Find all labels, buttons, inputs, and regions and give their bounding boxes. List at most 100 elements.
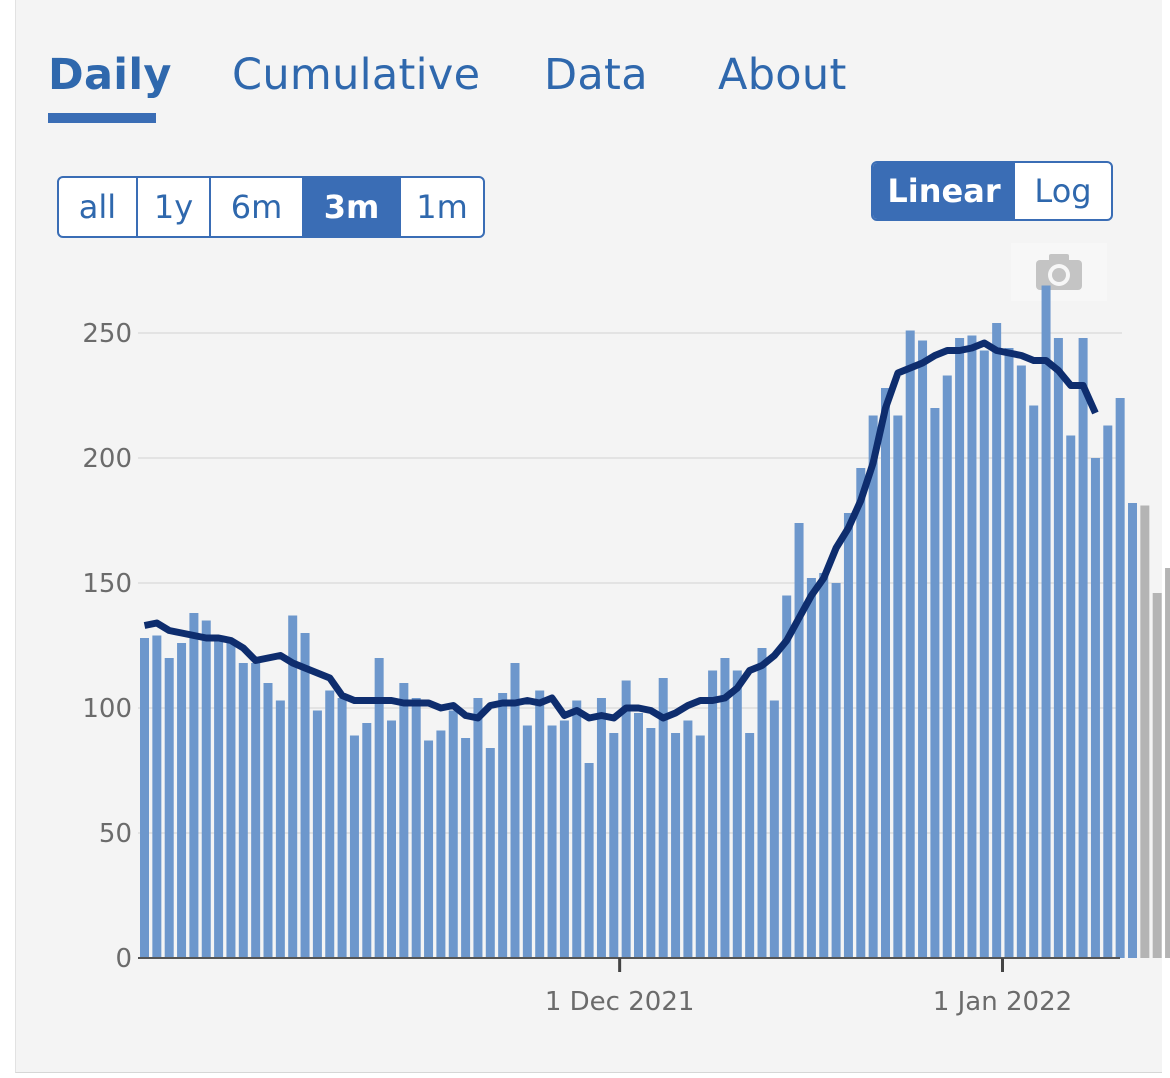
- bar: [955, 338, 965, 958]
- bar: [992, 323, 1002, 958]
- y-tick-label: 150: [82, 569, 132, 599]
- bar: [312, 710, 322, 958]
- bar: [263, 683, 273, 958]
- bar: [1053, 338, 1063, 958]
- bar: [646, 728, 656, 958]
- bar: [708, 670, 718, 958]
- bar: [559, 720, 569, 958]
- bar: [1041, 285, 1051, 958]
- bar: [498, 693, 508, 958]
- bar: [387, 720, 396, 958]
- bar: [806, 578, 816, 958]
- bar: [695, 735, 705, 958]
- bar: [164, 658, 174, 958]
- bar: [448, 710, 458, 958]
- bar: [411, 698, 421, 958]
- bar: [399, 683, 409, 958]
- y-tick-label: 100: [82, 694, 132, 724]
- bar: [535, 690, 545, 958]
- active-tab-indicator: [48, 113, 156, 123]
- range-6m-button[interactable]: 6m: [211, 178, 304, 236]
- tab-daily[interactable]: Daily: [48, 50, 172, 100]
- bar: [918, 340, 928, 958]
- bars: [140, 285, 1170, 958]
- y-tick-label: 200: [82, 444, 132, 474]
- y-tick-label: 50: [99, 819, 132, 849]
- bar: [732, 670, 742, 958]
- bar: [905, 330, 915, 958]
- bar: [1004, 348, 1014, 958]
- range-all-button[interactable]: all: [59, 178, 138, 236]
- bar: [671, 733, 681, 958]
- range-3m-button[interactable]: 3m: [304, 178, 401, 236]
- tab-about[interactable]: About: [718, 50, 847, 100]
- bar: [621, 680, 631, 958]
- bar: [275, 700, 285, 958]
- bar: [251, 663, 261, 958]
- bar: [485, 748, 495, 958]
- bar: [794, 523, 804, 958]
- scale-log-button[interactable]: Log: [1034, 172, 1092, 210]
- bar: [189, 613, 199, 958]
- bar: [757, 648, 767, 958]
- bar: [1103, 425, 1113, 958]
- bar: [522, 725, 532, 958]
- bar: [473, 698, 483, 958]
- tab-cumulative[interactable]: Cumulative: [232, 50, 481, 100]
- axes: 0 50 100 150 200 250 1 Dec 2021 1 Jan 2022: [82, 319, 1120, 1017]
- bar: [831, 583, 841, 958]
- scale-linear-button[interactable]: Linear: [873, 163, 1015, 219]
- bar: [720, 658, 730, 958]
- rolling-average-layer: [143, 339, 1099, 722]
- bar: [238, 663, 248, 958]
- bar: [1066, 435, 1076, 958]
- bar: [1152, 593, 1162, 958]
- bar: [1090, 458, 1100, 958]
- bar: [140, 638, 149, 958]
- bar: [979, 350, 989, 958]
- bar: [1140, 505, 1150, 958]
- bar: [201, 620, 211, 958]
- bar: [152, 635, 162, 958]
- range-1m-button[interactable]: 1m: [416, 188, 468, 226]
- bar: [226, 643, 236, 958]
- bar: [374, 658, 384, 958]
- bar: [881, 388, 890, 958]
- rolling-average-line: [143, 339, 1099, 722]
- bar: [658, 678, 668, 958]
- bar: [1078, 338, 1088, 958]
- bar: [1128, 503, 1137, 958]
- y-tick-label: 250: [82, 319, 132, 349]
- bar: [1029, 405, 1039, 958]
- bar: [436, 730, 446, 958]
- scale-selector: Linear Log: [871, 161, 1113, 221]
- bar: [683, 720, 693, 958]
- bar: [819, 573, 829, 958]
- bar: [362, 723, 372, 958]
- x-tick-label: 1 Dec 2021: [545, 987, 695, 1017]
- bar: [769, 700, 779, 958]
- bar: [1115, 398, 1125, 958]
- bar: [572, 700, 582, 958]
- bar: [177, 643, 187, 958]
- bar: [510, 663, 520, 958]
- bar: [584, 763, 594, 958]
- bar: [942, 375, 952, 958]
- bar: [930, 408, 940, 958]
- bar: [300, 633, 310, 958]
- bar: [337, 698, 347, 958]
- bar: [782, 595, 792, 958]
- bar: [325, 690, 335, 958]
- bar: [856, 468, 866, 958]
- bar: [1165, 568, 1170, 958]
- bar: [349, 735, 359, 958]
- range-1y-button[interactable]: 1y: [138, 178, 211, 236]
- bar: [214, 640, 224, 958]
- bar: [868, 415, 878, 958]
- bar: [596, 698, 606, 958]
- tab-data[interactable]: Data: [544, 50, 648, 100]
- bar: [893, 415, 903, 958]
- time-range-selector: all 1y 6m 3m 1m: [57, 176, 485, 238]
- download-image-button[interactable]: [1011, 243, 1107, 301]
- x-tick-label: 1 Jan 2022: [933, 987, 1072, 1017]
